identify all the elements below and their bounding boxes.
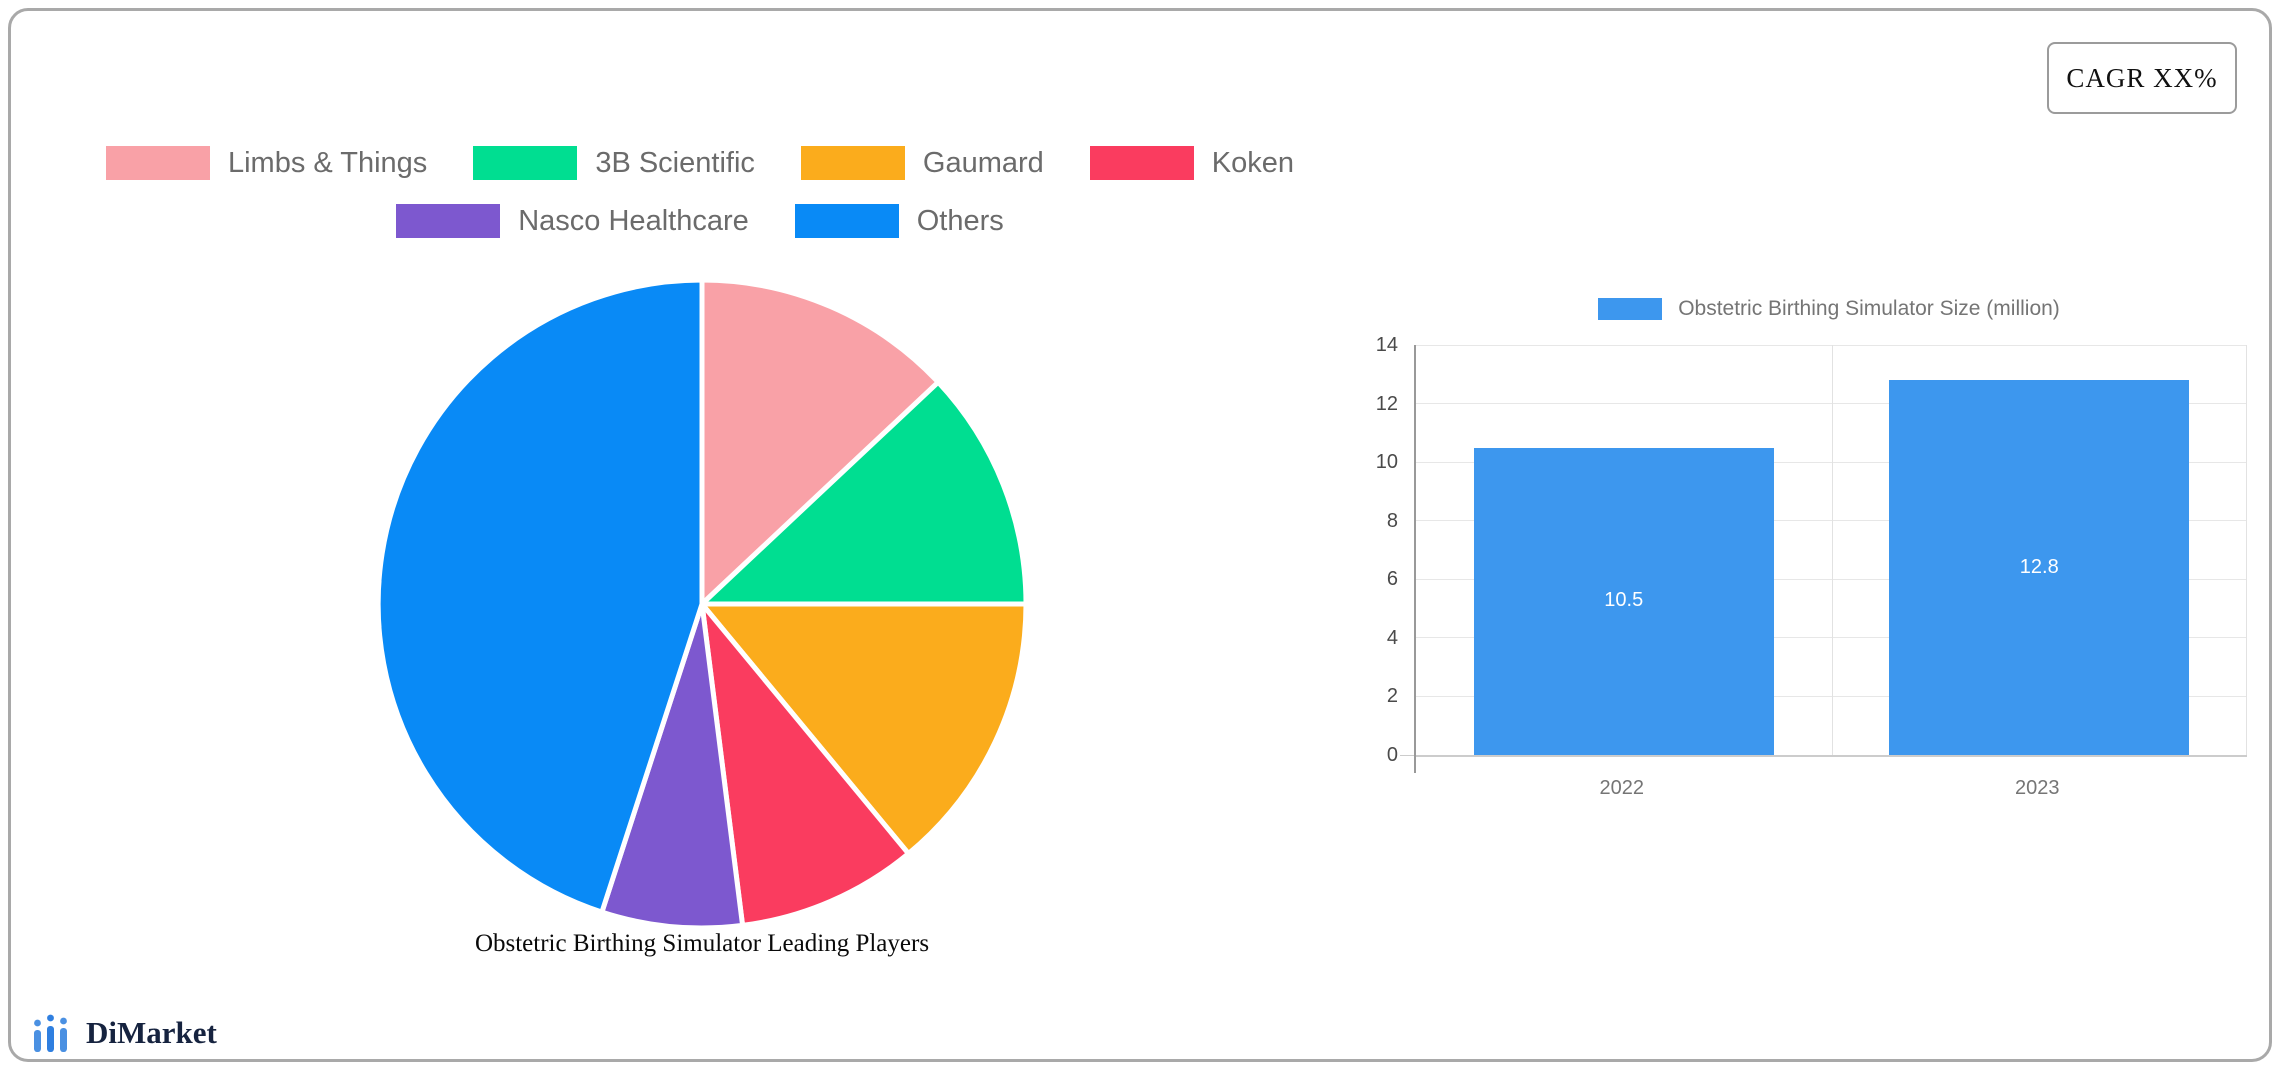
pie-legend: Limbs & Things 3B Scientific Gaumard Koken N… — [60, 146, 1340, 238]
plot-right-border — [2246, 345, 2247, 755]
legend-swatch-nasco-healthcare — [396, 204, 501, 238]
bar-value-label-2022: 10.5 — [1604, 589, 1644, 612]
x-axis-label-2023: 2023 — [2015, 777, 2060, 799]
legend-swatch-limbs-things — [105, 146, 210, 180]
y-axis-label-10: 10 — [1375, 451, 1398, 474]
pie-legend-row: Nasco Healthcare Others — [60, 204, 1340, 238]
brand-logo-text: DiMarket — [86, 1015, 217, 1050]
bar-chart-plot-area: 10.5 12.8 — [1400, 344, 2247, 773]
pie-slice-koken — [699, 601, 911, 928]
bar-chart-trend-icon — [34, 1014, 67, 1052]
cagr-label: CAGR XX% — [2066, 62, 2218, 93]
y-axis-label-6: 6 — [1386, 568, 1398, 591]
bar-legend-label: Obstetric Birthing Simulator Size (milli… — [1678, 297, 2060, 320]
legend-swatch-koken — [1089, 146, 1194, 180]
y-axis-label-14: 14 — [1375, 334, 1398, 356]
legend-label: Gaumard — [922, 146, 1044, 179]
bar-legend-swatch — [1598, 298, 1663, 320]
legend-label: Koken — [1211, 146, 1295, 179]
legend-item-gaumard: Gaumard — [800, 146, 1044, 180]
legend-item-3b-scientific: 3B Scientific — [473, 146, 755, 180]
bar-2022: 10.5 — [1473, 447, 1774, 755]
y-axis-label-2: 2 — [1386, 685, 1398, 708]
cagr-badge: CAGR XX% — [2047, 42, 2237, 114]
pie-slice-nasco-healthcare — [599, 601, 746, 931]
pie-chart — [375, 277, 1029, 931]
legend-item-koken: Koken — [1089, 146, 1295, 180]
pie-slice-3b-scientific — [699, 379, 1029, 607]
pie-title: Obstetric Birthing Simulator Leading Pla… — [474, 930, 930, 957]
legend-label: Nasco Healthcare — [518, 204, 749, 237]
legend-label: Limbs & Things — [227, 146, 428, 179]
pie-legend-row: Limbs & Things 3B Scientific Gaumard Koken — [60, 146, 1340, 180]
legend-label: Others — [916, 204, 1004, 237]
y-axis-label-4: 4 — [1386, 626, 1398, 649]
bar-value-label-2023: 12.8 — [2019, 555, 2059, 578]
pie-slice-limbs-things — [699, 277, 941, 607]
legend-item-nasco-healthcare: Nasco Healthcare — [396, 204, 749, 238]
legend-item-limbs-things: Limbs & Things — [105, 146, 428, 180]
brand-logo: DiMarket — [30, 1012, 217, 1054]
y-axis-label-0: 0 — [1386, 744, 1398, 766]
category-divider-line — [1831, 345, 1833, 755]
pie-slice-gaumard — [699, 601, 1029, 857]
legend-item-others: Others — [794, 204, 1004, 238]
zero-tick — [1400, 755, 1416, 756]
legend-swatch-3b-scientific — [473, 146, 578, 180]
bar-chart-legend: Obstetric Birthing Simulator Size (milli… — [1529, 297, 2129, 321]
legend-swatch-others — [794, 204, 899, 238]
y-axis-label-12: 12 — [1375, 392, 1398, 415]
x-axis-label-2022: 2022 — [1599, 777, 1645, 799]
legend-swatch-gaumard — [800, 146, 905, 180]
bar-2023: 12.8 — [1889, 380, 2190, 755]
pie-slice-others — [375, 277, 705, 915]
legend-label: 3B Scientific — [595, 146, 755, 179]
y-axis-label-8: 8 — [1386, 509, 1398, 532]
